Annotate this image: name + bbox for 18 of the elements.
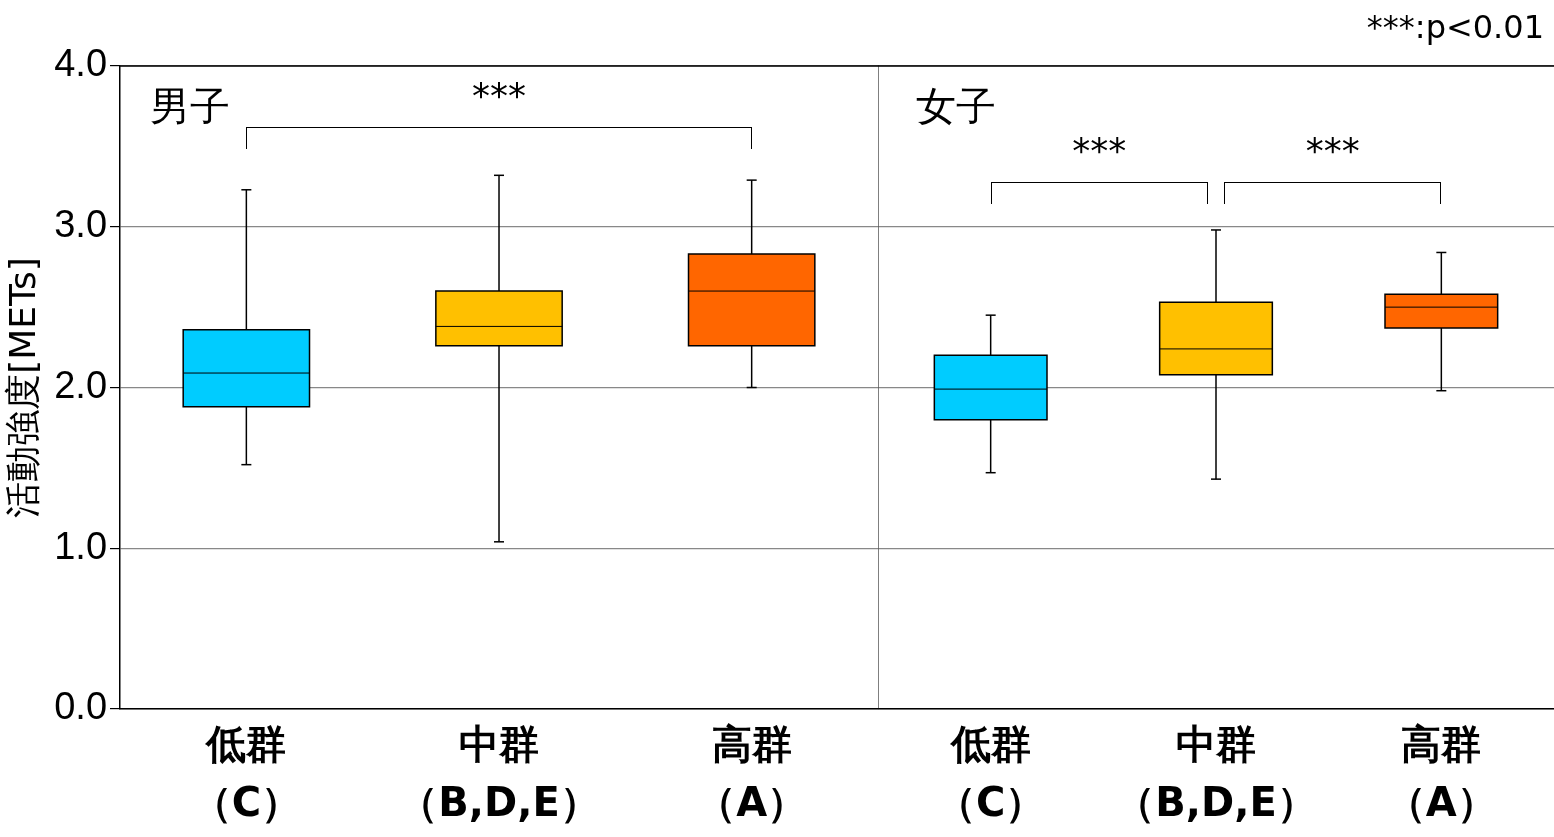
x-tick-label: 中群（B,D,E） (1115, 721, 1317, 826)
chart-subtitle: ***:p<0.01 (1366, 8, 1544, 47)
x-tick-label: 低群（C） (935, 721, 1046, 826)
text: 男子 (150, 83, 231, 130)
y-tick-label: 4.0 (54, 42, 108, 85)
y-tick-label: 3.0 (54, 203, 108, 246)
annotation: *** (1072, 129, 1127, 171)
y-tick-label: 0.0 (54, 685, 108, 728)
text: 女子 (916, 83, 996, 130)
x-tick-label: 低群（C） (191, 721, 302, 826)
x-tick-label: 高群（A） (696, 721, 808, 826)
annotation: *** (1305, 129, 1360, 171)
y-tick-label: 1.0 (54, 524, 108, 567)
x-tick-label: 高群（A） (1385, 721, 1497, 826)
y-axis-title: 活動強度[METs] (1, 257, 43, 518)
x-tick-label: 中群（B,D,E） (398, 721, 600, 826)
annotation: *** (472, 75, 526, 117)
y-tick-label: 2.0 (54, 363, 108, 406)
